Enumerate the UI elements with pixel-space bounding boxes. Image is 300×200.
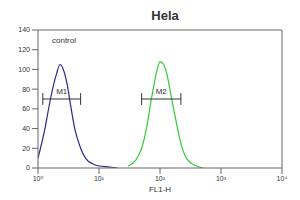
svg-text:FL1-H: FL1-H xyxy=(149,185,171,192)
svg-text:10⁰: 10⁰ xyxy=(33,175,44,182)
svg-text:10¹: 10¹ xyxy=(94,175,105,182)
svg-text:40: 40 xyxy=(22,125,30,132)
html-text:Hela: Hela xyxy=(151,8,179,23)
svg-text:100: 100 xyxy=(18,66,30,73)
svg-text:10³: 10³ xyxy=(216,175,227,182)
svg-text:80: 80 xyxy=(22,86,30,93)
svg-text:20: 20 xyxy=(22,145,30,152)
html-text:control: control xyxy=(52,36,76,45)
svg-text:M2: M2 xyxy=(156,87,168,96)
svg-text:0: 0 xyxy=(26,164,30,171)
svg-text:10⁴: 10⁴ xyxy=(277,175,288,182)
svg-text:140: 140 xyxy=(18,26,30,33)
svg-text:120: 120 xyxy=(18,46,30,53)
svg-text:60: 60 xyxy=(22,105,30,112)
svg-text:M1: M1 xyxy=(56,87,68,96)
svg-text:10²: 10² xyxy=(155,175,166,182)
